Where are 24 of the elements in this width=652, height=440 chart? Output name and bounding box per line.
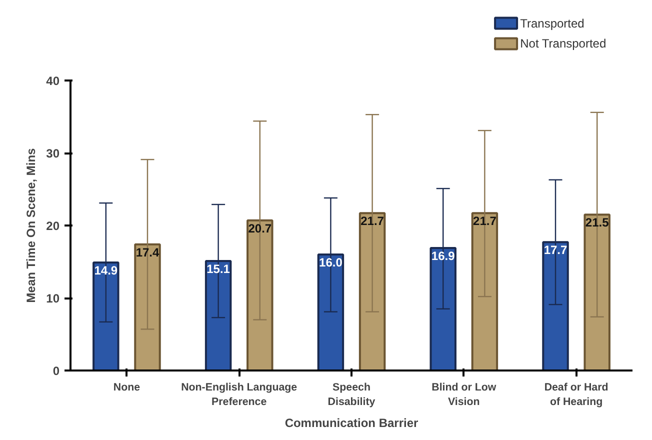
x-axis-title: Communication Barrier (284, 416, 419, 430)
data-label: 14.9 (94, 263, 118, 278)
x-tick-label: None (113, 382, 140, 394)
data-label: 21.5 (585, 216, 610, 230)
x-tick-label: Blind or Low Vision (432, 382, 497, 408)
y-tick-label: 10 (46, 292, 60, 306)
data-label: 20.7 (248, 221, 272, 236)
data-label: 15.1 (206, 262, 230, 276)
y-tick-label: 20 (46, 219, 60, 233)
data-label: 21.7 (360, 214, 384, 228)
data-label: 16.9 (431, 248, 456, 263)
legend-label: Transported (520, 16, 584, 30)
y-tick-label: 30 (46, 146, 60, 160)
data-label: 17.7 (544, 243, 568, 258)
y-tick-label: 0 (52, 364, 60, 378)
x-tick-label: Non-English Language Preference (181, 382, 298, 408)
legend-label: Not Transported (520, 36, 606, 51)
x-tick-label: Speech Disability (328, 382, 376, 408)
y-axis-title: Mean Time On Scene, Mins (24, 148, 38, 303)
data-label: 16.0 (319, 256, 343, 270)
y-tick-label: 40 (46, 74, 60, 88)
x-tick-label: Deaf or Hard of Hearing (544, 382, 608, 408)
data-label: 17.4 (136, 245, 160, 260)
data-label: 21.7 (473, 214, 497, 228)
